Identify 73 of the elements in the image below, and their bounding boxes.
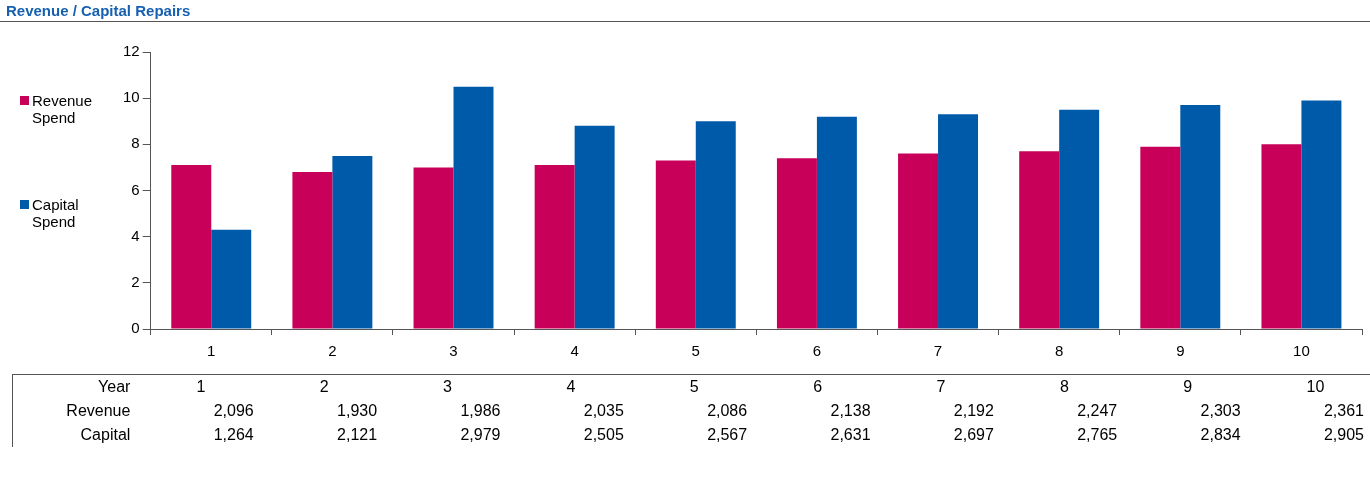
bar	[211, 229, 252, 329]
x-tick-label: 3	[449, 342, 458, 360]
x-tick-label: 10	[1293, 342, 1310, 360]
bar	[1180, 105, 1221, 329]
y-tick-label: 8	[131, 134, 140, 152]
data-label: 2,086	[706, 401, 749, 421]
bar	[534, 165, 575, 329]
bar	[292, 172, 333, 329]
bar	[1019, 151, 1060, 329]
data-label: 2,567	[706, 425, 749, 445]
bar	[1059, 109, 1100, 329]
bar	[171, 165, 212, 329]
bar	[332, 155, 373, 329]
data-label: 2,096	[212, 401, 255, 421]
data-label: 2,361	[1322, 401, 1365, 421]
x-tick-label: 2	[318, 377, 330, 397]
x-tick-label: 6	[812, 342, 822, 360]
x-tick-label: 4	[565, 377, 577, 397]
x-tick-label: 2	[328, 342, 337, 360]
x-tick-label: 1	[195, 377, 207, 397]
y-tick-label: Capital	[79, 425, 132, 445]
y-tick-label: Revenue	[65, 401, 132, 421]
y-tick-label: 6	[131, 180, 140, 198]
y-tick-label: 10	[123, 88, 140, 106]
y-tick-label: 0	[131, 319, 140, 337]
bar	[1261, 144, 1302, 329]
data-label: 1,930	[336, 401, 379, 421]
legend-label: Revenue Spend	[32, 92, 94, 126]
x-tick-label: 7	[935, 377, 947, 397]
bar	[1301, 100, 1342, 329]
x-tick-label: 5	[688, 377, 700, 397]
data-label: 2,905	[1322, 425, 1365, 445]
bar	[574, 125, 615, 329]
data-label: 2,979	[459, 425, 502, 445]
data-label: 2,834	[1199, 425, 1242, 445]
data-label: 2,035	[582, 401, 625, 421]
bar	[413, 167, 454, 329]
x-tick-label: 6	[812, 377, 824, 397]
bar	[776, 158, 817, 329]
x-tick-label: 7	[933, 342, 943, 360]
x-tick-label: 9	[1176, 342, 1185, 360]
x-tick-label: 4	[570, 342, 579, 360]
data-label: 2,138	[829, 401, 872, 421]
x-tick-label: 8	[1055, 342, 1064, 360]
data-label: 2,505	[582, 425, 625, 445]
bar	[655, 160, 696, 329]
y-tick-label: 12	[123, 42, 140, 60]
bar	[695, 121, 736, 329]
y-tick-label: 2	[131, 272, 140, 290]
data-label: 2,121	[336, 425, 379, 445]
data-label: 2,303	[1199, 401, 1242, 421]
data-label: 2,697	[952, 425, 995, 445]
bar	[453, 86, 494, 329]
bar	[938, 114, 979, 329]
chart-title: Revenue / Capital Repairs	[0, 0, 1370, 22]
x-tick-label: 3	[442, 377, 453, 397]
bar	[816, 116, 857, 329]
data-label: 2,631	[829, 425, 872, 445]
x-tick-label: 10	[1305, 377, 1326, 397]
data-label: 2,765	[1076, 425, 1119, 445]
x-tick-label: 1	[207, 342, 216, 360]
x-tick-label: 9	[1182, 377, 1194, 397]
data-label: 1,264	[212, 425, 255, 445]
legend-label: Capital Spend	[32, 196, 80, 230]
data-label: 1,986	[459, 401, 502, 421]
y-tick-label: 4	[131, 226, 140, 244]
x-tick-label: 8	[1058, 377, 1070, 397]
x-tick-label: 5	[691, 342, 700, 360]
bar	[898, 153, 939, 329]
bar	[1140, 146, 1181, 329]
data-label: 2,192	[952, 401, 995, 421]
data-label: 2,247	[1076, 401, 1119, 421]
x-axis-title: Year	[97, 377, 132, 397]
